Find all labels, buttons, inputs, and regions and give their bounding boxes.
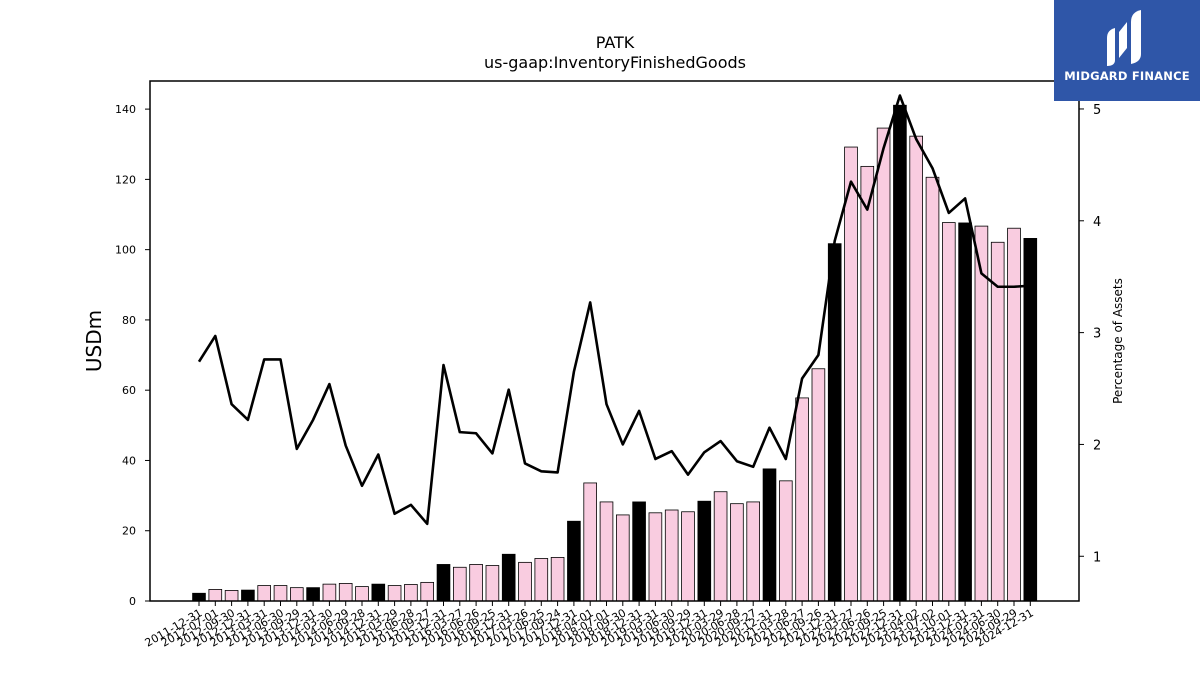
bar — [1007, 227, 1021, 602]
bar — [355, 586, 369, 602]
bar — [436, 564, 451, 602]
bar — [844, 146, 858, 602]
bar — [925, 176, 940, 602]
bar — [306, 587, 320, 602]
bar — [713, 491, 728, 602]
bar — [893, 104, 907, 602]
bar — [990, 241, 1005, 602]
y-left-tick-label: 20 — [122, 525, 136, 538]
bar — [273, 585, 288, 602]
line-layer — [197, 94, 1031, 526]
bar — [860, 165, 875, 602]
bar — [469, 564, 483, 602]
axes-layer: 0 20 40 60 80 100 120 140 1 2 3 4 5 — [115, 80, 1101, 608]
y-axis-right-label: Percentage of Assets — [1111, 278, 1125, 404]
percentage-line — [197, 94, 1031, 526]
bar — [387, 585, 402, 602]
bar — [958, 222, 972, 602]
bar — [583, 482, 597, 602]
y-right-tick-label: 3 — [1093, 327, 1101, 342]
bar — [420, 581, 434, 602]
y-right-tick-label: 5 — [1093, 103, 1101, 118]
midgard-finance-logo: MIDGARD FINANCE — [1054, 0, 1200, 101]
bar — [681, 511, 695, 602]
y-left-tick-label: 60 — [122, 384, 136, 397]
bar — [616, 514, 630, 602]
bar — [762, 468, 777, 602]
bar — [338, 583, 353, 602]
y-left-tick-label: 120 — [115, 173, 136, 186]
bar — [811, 368, 826, 602]
y-left-tick-label: 0 — [129, 595, 136, 608]
bar — [746, 501, 760, 602]
chart-subtitle: us-gaap:InventoryFinishedGoods — [484, 53, 746, 72]
y-left-tick-label: 80 — [122, 314, 136, 327]
bar — [485, 565, 500, 602]
y-right-tick-label: 4 — [1093, 215, 1101, 230]
chart-title: PATK — [596, 33, 635, 52]
bar — [452, 566, 467, 602]
bar — [599, 501, 614, 602]
bar — [697, 500, 712, 602]
bar — [827, 243, 842, 602]
bar — [192, 592, 206, 602]
plot-frame — [149, 80, 1080, 602]
bar — [257, 585, 271, 602]
bar — [371, 583, 386, 602]
bar — [876, 127, 891, 602]
bar — [208, 589, 223, 602]
bar — [909, 135, 923, 602]
bars-layer — [192, 104, 1038, 602]
y-left-tick-label: 140 — [115, 103, 136, 116]
bar — [534, 558, 549, 602]
y-axis-left-label: USDm — [82, 310, 106, 372]
bar — [648, 512, 663, 602]
y-left-tick-label: 40 — [122, 454, 136, 467]
bar — [404, 584, 418, 602]
bar — [550, 557, 565, 602]
bar — [974, 225, 989, 602]
bar — [567, 520, 581, 602]
logo-mark-icon — [1107, 10, 1141, 66]
bar — [795, 397, 809, 602]
bar — [501, 553, 516, 602]
y-right-tick-label: 2 — [1093, 438, 1101, 453]
x-ticks-layer: 2011-12-312012-07-012012-09-302012-12-31… — [143, 601, 1036, 650]
bar — [664, 509, 679, 602]
bar — [779, 480, 793, 602]
bar — [322, 583, 337, 602]
y-left-tick-label: 100 — [115, 244, 136, 257]
logo-text: MIDGARD FINANCE — [1064, 69, 1190, 83]
bar — [241, 589, 255, 602]
bar — [632, 501, 646, 602]
bar — [518, 561, 532, 602]
bar — [224, 590, 239, 602]
bar — [1023, 238, 1038, 602]
bar — [730, 503, 744, 602]
y-right-tick-label: 1 — [1093, 550, 1101, 565]
bar — [289, 587, 304, 602]
bar — [942, 222, 956, 602]
